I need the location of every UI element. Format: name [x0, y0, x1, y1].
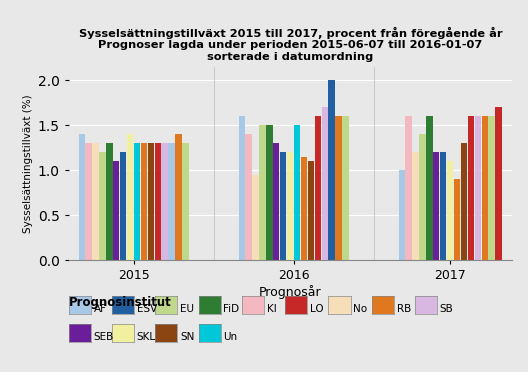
Bar: [280, 153, 286, 260]
Bar: [86, 144, 92, 260]
Y-axis label: Sysselsättningstillväxt (%): Sysselsättningstillväxt (%): [23, 94, 33, 233]
Bar: [127, 134, 133, 260]
Text: No: No: [353, 304, 367, 314]
Bar: [294, 125, 300, 260]
Bar: [301, 157, 307, 260]
Bar: [252, 175, 259, 260]
Bar: [79, 134, 85, 260]
Bar: [315, 116, 321, 260]
Bar: [113, 161, 119, 260]
Bar: [308, 161, 314, 260]
Text: SEB: SEB: [93, 332, 114, 341]
Bar: [92, 144, 99, 260]
Text: Un: Un: [223, 332, 238, 341]
Bar: [406, 116, 412, 260]
Text: SKL: SKL: [137, 332, 156, 341]
Bar: [433, 153, 439, 260]
Text: EU: EU: [180, 304, 194, 314]
Bar: [335, 116, 342, 260]
Bar: [475, 116, 481, 260]
Text: LO: LO: [310, 304, 324, 314]
Bar: [419, 134, 426, 260]
Title: Sysselsättningstillväxt 2015 till 2017, procent från föregående år
Prognoser lag: Sysselsättningstillväxt 2015 till 2017, …: [79, 27, 502, 62]
Bar: [155, 144, 161, 260]
Text: AF: AF: [93, 304, 107, 314]
Bar: [488, 116, 495, 260]
Bar: [182, 144, 188, 260]
Bar: [461, 144, 467, 260]
Bar: [322, 108, 328, 260]
Bar: [259, 125, 266, 260]
Text: Prognosinstitut: Prognosinstitut: [69, 296, 172, 309]
Text: SB: SB: [440, 304, 454, 314]
Bar: [328, 80, 335, 260]
Bar: [148, 144, 154, 260]
Bar: [287, 153, 294, 260]
Bar: [482, 116, 488, 260]
Bar: [239, 116, 245, 260]
Bar: [399, 170, 405, 260]
Bar: [447, 161, 454, 260]
Bar: [440, 153, 446, 260]
Text: FiD: FiD: [223, 304, 240, 314]
Bar: [120, 153, 126, 260]
Bar: [412, 153, 419, 260]
Bar: [106, 144, 112, 260]
Bar: [273, 144, 279, 260]
Bar: [99, 153, 106, 260]
Bar: [266, 125, 272, 260]
Text: RB: RB: [397, 304, 411, 314]
Bar: [134, 144, 140, 260]
Bar: [246, 134, 252, 260]
Bar: [426, 116, 432, 260]
Bar: [468, 116, 474, 260]
X-axis label: Prognosår: Prognosår: [259, 285, 322, 299]
Bar: [495, 108, 502, 260]
Bar: [162, 144, 168, 260]
Text: KI: KI: [267, 304, 276, 314]
Text: SN: SN: [180, 332, 194, 341]
Bar: [168, 144, 175, 260]
Bar: [175, 134, 182, 260]
Text: ESV: ESV: [137, 304, 157, 314]
Bar: [454, 179, 460, 260]
Bar: [141, 144, 147, 260]
Bar: [342, 116, 348, 260]
